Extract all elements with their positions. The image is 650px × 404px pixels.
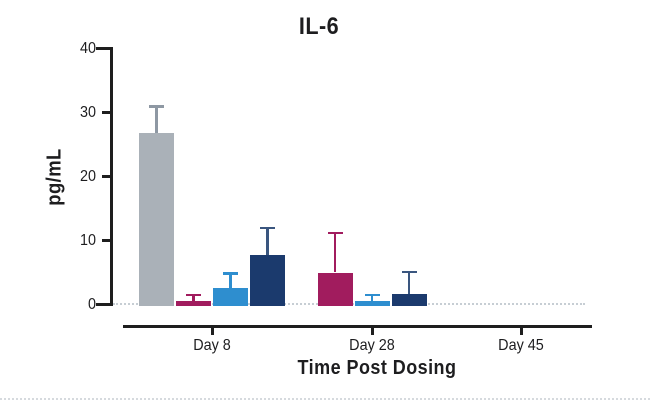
error-bar-cap	[327, 231, 343, 235]
error-bar-cap	[149, 105, 164, 108]
error-bar-stem	[370, 294, 374, 301]
error-bar-stem	[192, 294, 195, 301]
bar	[139, 132, 174, 306]
bar	[354, 300, 390, 306]
y-tick-label: 30	[79, 103, 96, 121]
x-tick-label: Day 45	[498, 337, 544, 354]
bar	[391, 293, 427, 306]
error-bar-stem	[407, 271, 411, 294]
bar	[176, 300, 211, 306]
bar	[250, 255, 285, 306]
x-tick-label: Day 28	[349, 337, 395, 354]
x-tick-mark	[210, 328, 214, 335]
y-axis-bottom-cap	[96, 303, 113, 306]
y-tick-mark	[102, 239, 111, 242]
error-bar-stem	[155, 106, 158, 133]
y-axis-top-cap	[96, 47, 113, 50]
error-bar-cap	[186, 293, 201, 297]
y-tick-label: 0	[87, 295, 96, 313]
error-bar-stem	[333, 232, 337, 273]
error-bar-cap	[260, 226, 275, 230]
y-tick-label: 40	[79, 39, 96, 57]
x-tick-mark	[370, 328, 374, 335]
y-tick-mark	[102, 175, 111, 178]
x-tick-label: Day 8	[193, 337, 231, 354]
bottom-dotted-divider	[0, 398, 650, 400]
y-tick-mark	[102, 111, 111, 114]
bar	[317, 272, 353, 306]
error-bar-cap	[401, 270, 417, 274]
error-bar-stem	[229, 273, 232, 288]
x-axis-line	[123, 325, 592, 328]
bar	[213, 287, 248, 306]
chart-title: IL-6	[298, 13, 340, 40]
error-bar-cap	[364, 293, 380, 297]
x-tick-mark	[519, 328, 523, 335]
y-axis-line	[110, 47, 113, 306]
x-axis-title: Time Post Dosing	[297, 357, 457, 379]
error-bar-cap	[223, 272, 238, 275]
y-tick-label: 10	[79, 231, 96, 249]
error-bar-stem	[266, 227, 269, 256]
y-tick-label: 20	[79, 167, 96, 185]
